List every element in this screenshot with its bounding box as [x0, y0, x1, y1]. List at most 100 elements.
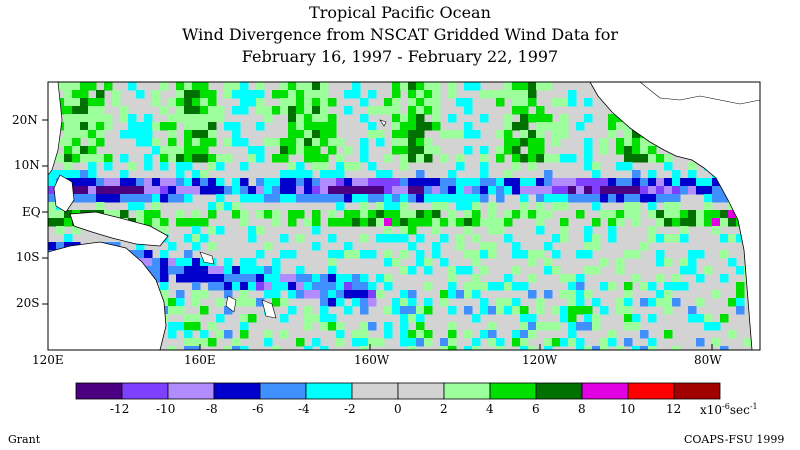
divergence-cell [312, 154, 321, 163]
divergence-cell [128, 162, 137, 171]
divergence-cell [280, 250, 289, 259]
divergence-cell [520, 330, 529, 339]
divergence-cell [616, 258, 625, 267]
divergence-cell [192, 314, 201, 323]
divergence-cell [544, 178, 553, 187]
divergence-cell [512, 146, 521, 155]
divergence-cell [200, 274, 209, 283]
divergence-cell [480, 250, 489, 259]
divergence-cell [624, 194, 633, 203]
divergence-cell [456, 234, 465, 243]
divergence-cell [536, 154, 545, 163]
divergence-cell [544, 114, 553, 123]
divergence-cell [640, 138, 649, 147]
divergence-cell [400, 290, 409, 299]
divergence-cell [72, 146, 81, 155]
divergence-cell [296, 290, 305, 299]
divergence-cell [192, 274, 201, 283]
divergence-cell [624, 154, 633, 163]
longitude-ticks [47, 344, 713, 350]
divergence-cell [376, 178, 385, 187]
divergence-cell [160, 194, 169, 203]
divergence-cell [200, 186, 209, 195]
divergence-cell [304, 106, 313, 115]
divergence-cell [632, 178, 641, 187]
divergence-cell [256, 178, 265, 187]
divergence-cell [576, 322, 585, 331]
divergence-cell [440, 186, 449, 195]
divergence-cell [112, 194, 121, 203]
divergence-cell [528, 154, 537, 163]
divergence-cell [616, 266, 625, 275]
divergence-cell [160, 122, 169, 131]
divergence-cell [288, 274, 297, 283]
divergence-cell [288, 162, 297, 171]
divergence-cell [624, 130, 633, 139]
divergence-cell [344, 250, 353, 259]
divergence-cell [608, 122, 617, 131]
divergence-cell [88, 138, 97, 147]
divergence-cell [328, 138, 337, 147]
divergence-cell [576, 250, 585, 259]
divergence-cell [592, 266, 601, 275]
divergence-cell [104, 122, 113, 131]
divergence-cell [248, 258, 257, 267]
divergence-cell [456, 266, 465, 275]
divergence-cell [168, 138, 177, 147]
divergence-cell [376, 234, 385, 243]
divergence-cell [480, 306, 489, 315]
divergence-cell [640, 346, 649, 350]
divergence-cell [184, 338, 193, 347]
divergence-cell [304, 90, 313, 99]
divergence-cell [400, 138, 409, 147]
divergence-cell [176, 170, 185, 179]
divergence-cell [680, 226, 689, 235]
divergence-cell [176, 194, 185, 203]
divergence-cell [480, 194, 489, 203]
divergence-cell [80, 98, 89, 107]
divergence-cell [344, 194, 353, 203]
divergence-cell [288, 106, 297, 115]
divergence-cell [624, 186, 633, 195]
divergence-cell [416, 82, 425, 91]
divergence-cell [464, 306, 473, 315]
divergence-cell [64, 234, 73, 243]
divergence-cell [384, 274, 393, 283]
divergence-cell [56, 170, 65, 179]
divergence-cell [152, 210, 161, 219]
divergence-cell [416, 234, 425, 243]
divergence-cell [560, 114, 569, 123]
divergence-cell [568, 282, 577, 291]
divergence-cell [696, 218, 705, 227]
divergence-cell [464, 178, 473, 187]
divergence-cell [272, 258, 281, 267]
divergence-cell [392, 90, 401, 99]
divergence-cell [488, 226, 497, 235]
divergence-cell [448, 82, 457, 91]
divergence-cell [384, 322, 393, 331]
divergence-cell [400, 130, 409, 139]
divergence-cell [736, 282, 745, 291]
divergence-cell [424, 146, 433, 155]
divergence-cell [584, 266, 593, 275]
divergence-cell [320, 306, 329, 315]
divergence-cell [168, 242, 177, 251]
divergence-cell [568, 338, 577, 347]
divergence-cell [624, 250, 633, 259]
divergence-cell [288, 130, 297, 139]
divergence-cell [576, 122, 585, 131]
divergence-cell [680, 234, 689, 243]
lon-label-120e: 120E [32, 353, 64, 367]
divergence-cell [400, 298, 409, 307]
divergence-cell [584, 146, 593, 155]
divergence-cell [224, 266, 233, 275]
divergence-cell [488, 186, 497, 195]
divergence-cell [208, 130, 217, 139]
divergence-cell [504, 146, 513, 155]
divergence-cell [520, 282, 529, 291]
divergence-cell [304, 306, 313, 315]
divergence-cell [392, 306, 401, 315]
colorbar-tick-label: 6 [532, 402, 540, 416]
divergence-cell [520, 122, 529, 131]
divergence-cell [72, 130, 81, 139]
